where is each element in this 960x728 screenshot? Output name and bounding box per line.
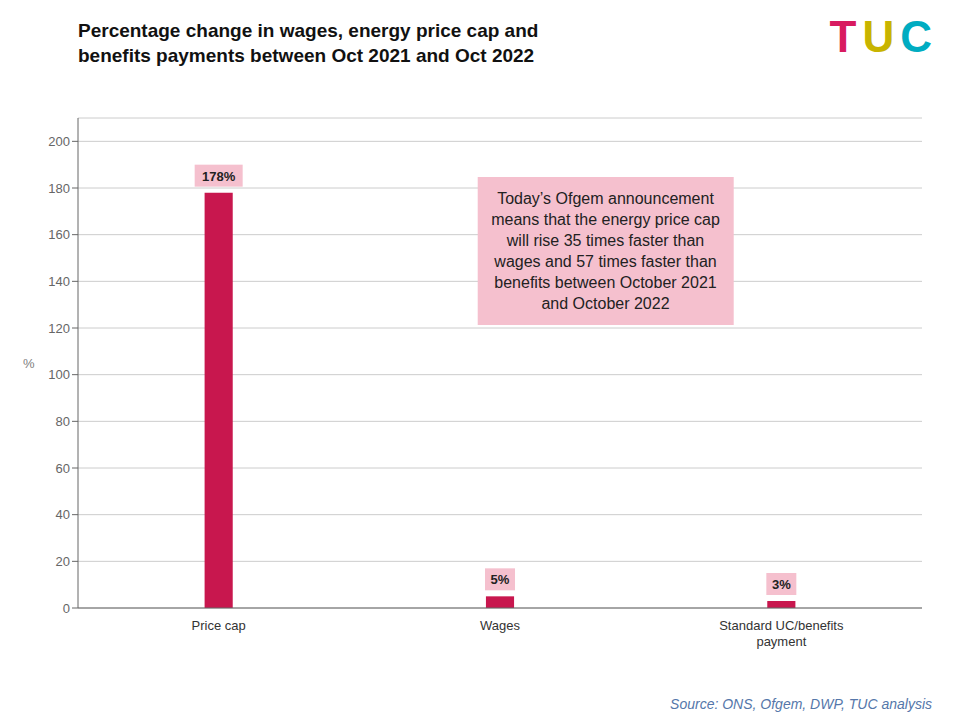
html-text:and October 2022: and October 2022	[541, 294, 670, 312]
svg-text:60: 60	[56, 461, 70, 476]
svg-text:80: 80	[56, 414, 70, 429]
svg-text:200: 200	[48, 134, 70, 149]
html-text:benefits payments between Oct: benefits payments between Oct 2021 and O…	[78, 45, 535, 66]
svg-text:40: 40	[56, 507, 70, 522]
svg-text:160: 160	[48, 227, 70, 242]
svg-text:%: %	[23, 356, 35, 371]
svg-text:20: 20	[56, 554, 70, 569]
html-text:benefits between October 2021: benefits between October 2021	[494, 273, 717, 291]
svg-text:120: 120	[48, 321, 70, 336]
svg-text:Price cap: Price cap	[192, 618, 246, 633]
svg-text:3%: 3%	[772, 577, 791, 592]
svg-text:Standard UC/benefitspayment: Standard UC/benefitspayment	[719, 618, 844, 649]
svg-text:5%: 5%	[491, 572, 510, 587]
html-text:will rise 35 times faster than: will rise 35 times faster than	[506, 231, 705, 249]
svg-text:0: 0	[63, 601, 70, 616]
svg-text:140: 140	[48, 274, 70, 289]
html-text:wages and 57 times faster than: wages and 57 times faster than	[494, 252, 717, 270]
svg-text:Wages: Wages	[480, 618, 520, 633]
svg-text:180: 180	[48, 181, 70, 196]
svg-text:178%: 178%	[202, 169, 236, 184]
svg-text:100: 100	[48, 367, 70, 382]
html-text:Today’s Ofgem announcement: Today’s Ofgem announcement	[497, 189, 714, 207]
html-text:Percentage change in wages, en: Percentage change in wages, energy price…	[78, 20, 539, 41]
html-text:means that the energy price ca: means that the energy price cap	[491, 210, 720, 228]
html-text:Source: ONS, Ofgem, DWP, TUC a: Source: ONS, Ofgem, DWP, TUC analysis	[670, 696, 932, 712]
html-text:T U C: T U C	[829, 12, 932, 61]
